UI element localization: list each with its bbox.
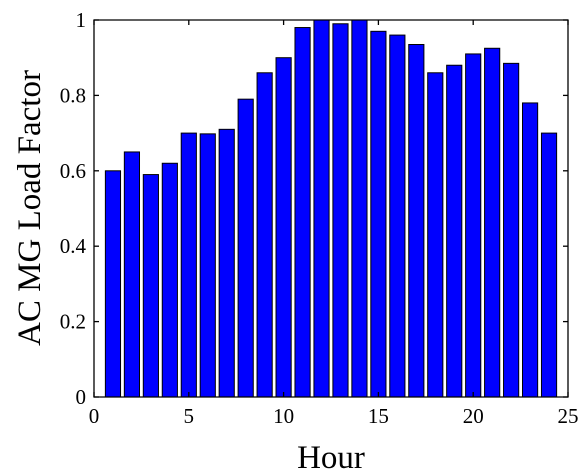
bar-hour-23 [521,102,539,398]
y-tick-label: 0.2 [60,310,86,334]
y-tick-label: 0.6 [60,159,86,183]
y-axis-label: AC MG Load Factor [12,70,48,346]
bar-hour-5 [180,132,197,398]
bar-hour-17 [408,44,425,398]
bar-hour-20 [465,53,482,398]
x-tick-label: 0 [89,404,100,428]
bar-hour-10 [275,57,292,398]
bar-hour-11 [294,27,311,398]
bar-hour-2 [123,151,141,398]
bar-hour-12 [313,19,330,398]
bar-hour-8 [237,98,254,398]
bar-hour-24 [540,132,558,398]
bar-hour-16 [389,34,406,398]
bars-layer [104,19,558,398]
bar-hour-9 [256,72,273,398]
x-tick-label: 25 [558,404,579,428]
bar-hour-14 [351,19,368,398]
bar-hour-15 [370,30,387,398]
ticks-layer: 0 5 10 15 20 25 0 0.2 0.4 0.6 0.8 1 [60,8,579,428]
bar-hour-1 [104,170,122,398]
bar-hour-21 [484,47,501,398]
x-axis-label: Hour [297,440,365,475]
bar-hour-7 [218,128,235,398]
y-tick-label: 0.4 [60,234,87,258]
bar-hour-18 [427,72,444,398]
x-tick-label: 15 [368,404,389,428]
x-tick-label: 20 [463,404,484,428]
bar-hour-22 [503,62,520,398]
y-tick-label: 0 [76,385,87,409]
bar-hour-3 [142,174,159,398]
bar-hour-19 [446,64,463,398]
bar-hour-13 [332,23,349,398]
bar-hour-4 [161,162,178,398]
x-tick-label: 10 [273,404,294,428]
y-tick-label: 1 [76,8,87,32]
x-tick-label: 5 [184,404,195,428]
y-tick-label: 0.8 [60,83,86,107]
bar-hour-6 [199,133,216,398]
